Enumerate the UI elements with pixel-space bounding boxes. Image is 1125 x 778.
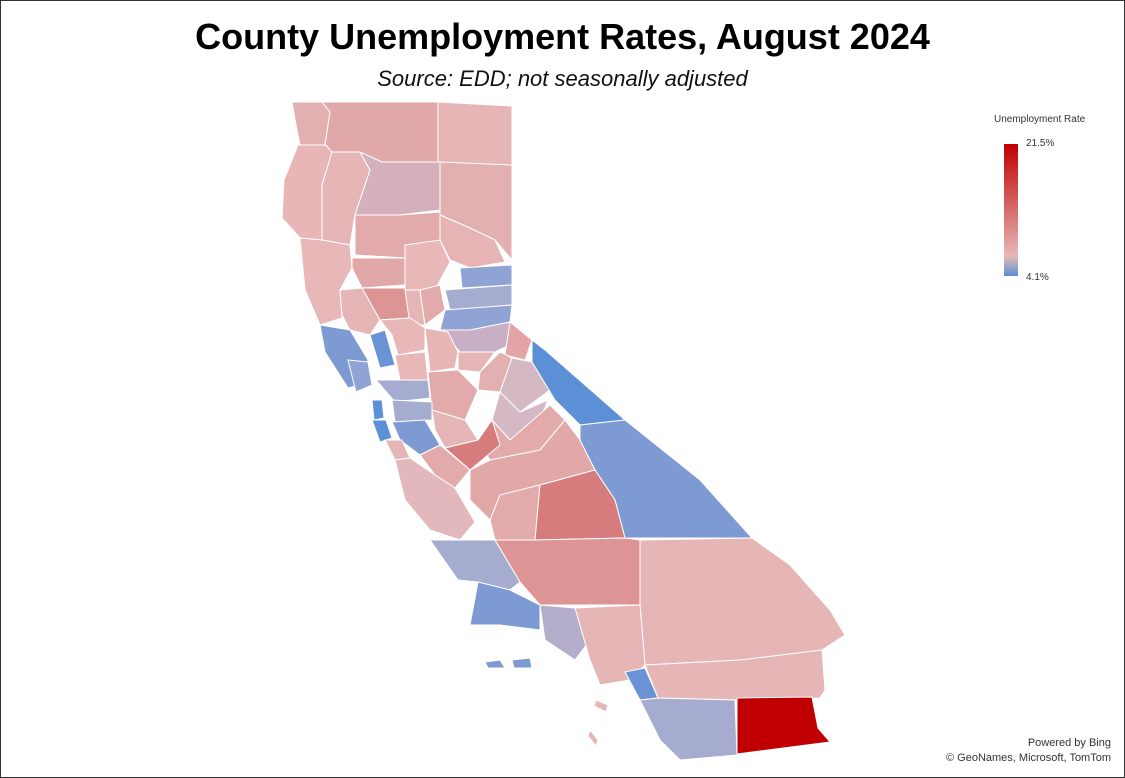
county-san-bernardino[interactable]	[639, 537, 846, 666]
county-yolo[interactable]	[379, 317, 426, 356]
county-imperial[interactable]	[736, 696, 831, 755]
map-attribution: Powered by Bing © GeoNames, Microsoft, T…	[946, 736, 1111, 766]
county-sacramento[interactable]	[424, 327, 459, 373]
island-santa-cruz	[484, 659, 506, 669]
county-napa[interactable]	[369, 329, 396, 369]
county-modoc[interactable]	[437, 101, 513, 166]
county-glenn[interactable]	[351, 257, 406, 289]
county-alameda[interactable]	[391, 399, 433, 423]
county-monterey[interactable]	[394, 457, 476, 541]
county-solano[interactable]	[394, 351, 429, 381]
island-san-clemente	[587, 728, 599, 748]
county-san-mateo[interactable]	[371, 419, 393, 443]
county-santa-barbara[interactable]	[469, 581, 541, 631]
county-san-luis-obispo[interactable]	[429, 539, 521, 591]
legend-min-label: 4.1%	[1026, 272, 1049, 283]
county-san-benito[interactable]	[419, 444, 471, 489]
county-san-francisco[interactable]	[371, 399, 385, 421]
map-subtitle: Source: EDD; not seasonally adjusted	[377, 66, 748, 91]
legend-title: Unemployment Rate	[994, 114, 1086, 125]
county-ventura[interactable]	[539, 604, 591, 661]
legend-max-label: 21.5%	[1026, 138, 1055, 149]
county-tulare[interactable]	[534, 469, 626, 541]
attribution-copyright: © GeoNames, Microsoft, TomTom	[946, 752, 1111, 764]
county-del-norte[interactable]	[291, 101, 331, 146]
island-santa-rosa	[511, 657, 533, 669]
island-catalina	[593, 699, 609, 713]
county-butte[interactable]	[404, 239, 451, 291]
map-title: County Unemployment Rates, August 2024	[195, 16, 930, 57]
county-shasta[interactable]	[354, 150, 441, 216]
county-contra-costa[interactable]	[374, 379, 431, 403]
county-san-diego[interactable]	[639, 697, 738, 761]
attribution-powered-by: Powered by Bing	[1027, 737, 1111, 749]
county-marin[interactable]	[347, 359, 373, 393]
county-alpine[interactable]	[504, 321, 533, 361]
county-yuba[interactable]	[419, 284, 446, 326]
county-sierra[interactable]	[459, 264, 513, 289]
legend-color-scale	[1004, 144, 1018, 276]
